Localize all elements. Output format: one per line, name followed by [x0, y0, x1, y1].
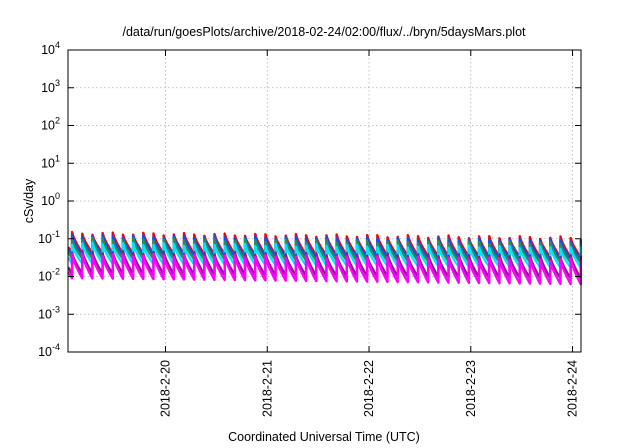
y-tick-label: 102 [41, 116, 60, 133]
x-tick-label: 2018-2-21 [260, 360, 274, 417]
y-tick-label: 104 [41, 40, 60, 57]
y-tick-label: 10-1 [38, 229, 60, 246]
y-tick-label: 10-4 [38, 342, 60, 359]
axes: 10-4 10-3 10-2 10-1 100 101 102 103 104 2018-2-20… [38, 40, 581, 417]
series-line-5 [67, 252, 583, 286]
y-tick-label: 10-2 [38, 267, 60, 284]
x-tick-label: 2018-2-23 [464, 360, 478, 417]
y-tick-label: 100 [41, 191, 60, 208]
data-series [67, 230, 583, 286]
x-tick-label: 2018-2-20 [159, 360, 173, 417]
chart-title: /data/run/goesPlots/archive/2018-02-24/0… [122, 25, 526, 39]
y-tick-label: 103 [41, 78, 60, 95]
y-tick-label: 101 [41, 153, 60, 170]
y-tick-label: 10-3 [38, 304, 60, 321]
x-tick-label: 2018-2-24 [566, 360, 580, 417]
x-tick-label: 2018-2-22 [362, 360, 376, 417]
y-axis-label: cSv/day [22, 178, 36, 223]
x-axis-label: Coordinated Universal Time (UTC) [228, 430, 420, 444]
